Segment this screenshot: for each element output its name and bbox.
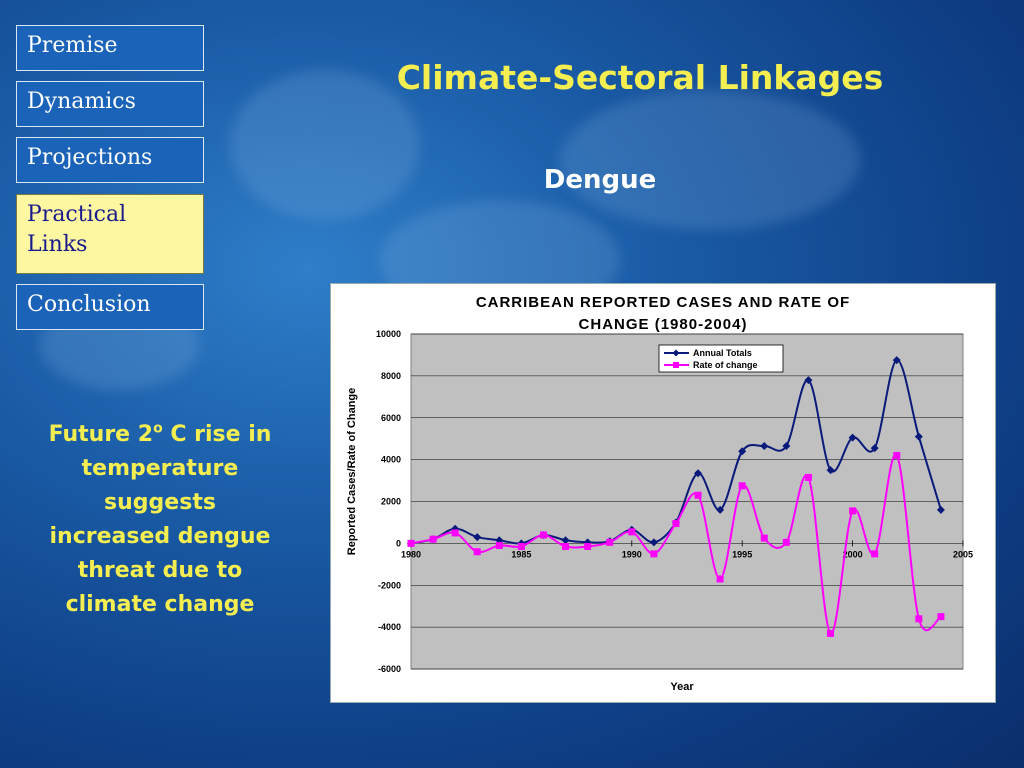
legend-box bbox=[658, 344, 784, 373]
y-tick-label: 10000 bbox=[376, 329, 401, 339]
data-point bbox=[407, 539, 415, 547]
data-point bbox=[539, 531, 547, 539]
degree-superscript: o bbox=[153, 420, 163, 437]
y-axis-label: Reported Cases/Rate of Change bbox=[346, 388, 358, 555]
legend-marker bbox=[673, 362, 679, 368]
y-tick-label: -2000 bbox=[378, 580, 401, 590]
x-tick-label: 2005 bbox=[953, 549, 973, 559]
x-axis-label: Year bbox=[670, 681, 694, 693]
data-point bbox=[517, 543, 525, 551]
data-point bbox=[849, 507, 857, 515]
y-tick-label: -6000 bbox=[378, 664, 401, 674]
data-point bbox=[848, 433, 857, 442]
data-point bbox=[716, 505, 725, 514]
legend-marker bbox=[672, 349, 680, 357]
data-point bbox=[804, 473, 812, 481]
chart-plot: -6000 -4000 -2000 0 2000 4000 6000 8000 10000 198… bbox=[346, 329, 973, 693]
nav-item-premise[interactable]: Premise bbox=[16, 25, 204, 71]
data-point bbox=[694, 491, 702, 499]
data-point bbox=[628, 528, 636, 536]
chart-title-line2: CHANGE (1980-2004) bbox=[578, 316, 748, 333]
data-point bbox=[451, 529, 459, 537]
side-text: Future 2o C rise in temperature suggests… bbox=[40, 418, 280, 623]
side-text-main: Future 2 bbox=[48, 422, 154, 447]
chart-title: CARRIBEAN REPORTED CASES AND RATE OF CHA… bbox=[331, 292, 995, 336]
y-tick-label: -4000 bbox=[378, 622, 401, 632]
map-background-shape bbox=[230, 70, 420, 220]
data-point bbox=[936, 505, 945, 514]
data-point bbox=[782, 538, 790, 546]
x-tick-label: 1985 bbox=[511, 549, 531, 559]
data-point bbox=[738, 482, 746, 490]
data-point bbox=[871, 550, 879, 558]
data-point bbox=[893, 451, 901, 459]
y-tick-label: 6000 bbox=[381, 413, 401, 423]
y-tick-label: 4000 bbox=[381, 455, 401, 465]
data-point bbox=[716, 575, 724, 583]
data-point bbox=[826, 466, 835, 475]
nav-item-projections[interactable]: Projections bbox=[16, 137, 204, 183]
x-tick-label: 1995 bbox=[732, 549, 752, 559]
y-tick-label: 0 bbox=[396, 538, 401, 548]
data-point bbox=[760, 442, 769, 451]
y-tick-label: 2000 bbox=[381, 497, 401, 507]
map-background-shape bbox=[560, 90, 860, 230]
data-point bbox=[738, 447, 747, 456]
data-point bbox=[915, 615, 923, 623]
data-point bbox=[562, 543, 570, 551]
chart-title-line1: CARRIBEAN REPORTED CASES AND RATE OF bbox=[475, 294, 851, 311]
data-point bbox=[782, 442, 791, 451]
x-tick-label: 1990 bbox=[622, 549, 642, 559]
data-point bbox=[914, 432, 923, 441]
data-point bbox=[694, 469, 703, 478]
nav-item-practical-links[interactable]: Practical Links bbox=[16, 194, 204, 274]
x-tick-label: 2000 bbox=[843, 549, 863, 559]
data-point bbox=[495, 541, 503, 549]
y-tick-label: 8000 bbox=[381, 371, 401, 381]
data-point bbox=[473, 548, 481, 556]
data-point bbox=[473, 533, 482, 542]
data-point bbox=[649, 538, 658, 547]
nav-item-dynamics[interactable]: Dynamics bbox=[16, 81, 204, 127]
series-line-1 bbox=[410, 453, 942, 635]
data-point bbox=[760, 534, 768, 542]
slide-subtitle: Dengue bbox=[543, 165, 657, 195]
data-point bbox=[870, 444, 879, 453]
chart-panel: CARRIBEAN REPORTED CASES AND RATE OF CHA… bbox=[330, 283, 996, 703]
slide-title: Climate-Sectoral Linkages bbox=[396, 58, 884, 97]
legend-label: Rate of change bbox=[693, 360, 758, 370]
data-point bbox=[827, 629, 835, 637]
legend-label: Annual Totals bbox=[693, 348, 752, 358]
data-point bbox=[650, 550, 658, 558]
data-point bbox=[561, 536, 570, 545]
data-point bbox=[804, 376, 813, 385]
data-point bbox=[429, 535, 437, 543]
data-point bbox=[672, 519, 680, 527]
data-point bbox=[584, 543, 592, 551]
data-point bbox=[937, 613, 945, 621]
data-point bbox=[606, 538, 614, 546]
data-point bbox=[892, 356, 901, 365]
x-tick-label: 1980 bbox=[401, 549, 421, 559]
nav-item-conclusion[interactable]: Conclusion bbox=[16, 284, 204, 330]
side-text-rest: C rise in temperature suggests increased… bbox=[49, 422, 272, 618]
